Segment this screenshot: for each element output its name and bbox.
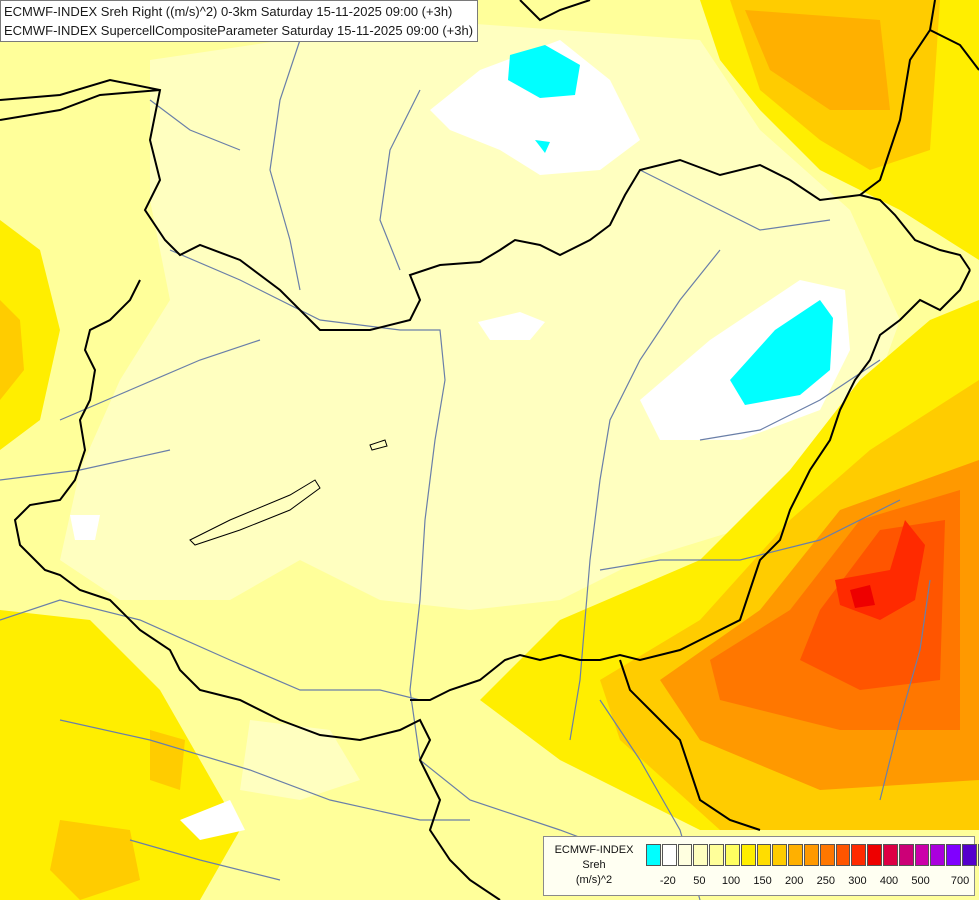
river-upper-tisza [639,169,831,231]
legend-swatch [724,844,740,866]
legend-swatch [930,844,946,866]
border-ne [859,0,936,196]
sreh-red-core-max [850,585,875,608]
river-raab [59,339,261,421]
sreh-gold-southwest-2 [150,730,185,790]
river-hron [379,89,421,271]
legend-tick-label: 700 [950,875,970,887]
legend-tick-label: 100 [721,875,741,887]
legend-model: ECMWF-INDEX [554,844,634,856]
sreh-white-west [70,515,100,540]
legend-swatch [961,844,977,866]
river-somes [699,359,881,441]
sreh-cyan-north [508,45,580,98]
color-legend: ECMWF-INDEX Sreh (m/s)^2 -20 50 100 150 200 2… [543,836,979,896]
sreh-gold-southwest [50,820,140,900]
legend-swatch [946,844,961,866]
legend-swatch [788,844,803,866]
legend-swatch [661,844,677,866]
legend-unit: (m/s)^2 [575,874,613,886]
sreh-white-southwest [180,800,245,840]
border-top-right [929,29,979,71]
legend-swatch [835,844,851,866]
legend-swatch [646,844,661,866]
legend-parameter: Sreh [582,859,606,871]
legend-tick-label: 300 [848,875,867,887]
legend-swatch [977,844,979,866]
sreh-orange-northeast [745,10,890,110]
lake-small [369,439,388,451]
river-mures [599,499,901,571]
lake-balaton [189,479,321,546]
border-top [519,0,591,22]
legend-swatch [677,844,693,866]
legend-swatch [740,844,756,866]
sreh-cyan-north-2 [535,140,550,153]
map-title-line-2: ECMWF-INDEX SupercellCompositeParameter … [4,23,474,38]
legend-text: ECMWF-INDEX Sreh (m/s)^2 [544,843,644,888]
legend-tick-label: 500 [911,875,930,887]
border-south-east [619,659,761,831]
border-east [410,269,971,701]
legend-swatches [646,844,979,866]
legend-tick-label: -20 [659,875,676,887]
legend-tick-label: 150 [753,875,772,887]
legend-swatch [709,844,724,866]
legend-swatch [851,844,867,866]
river-north [149,99,241,151]
legend-swatch [772,844,788,866]
sreh-white-north [430,40,640,175]
river-west [0,449,171,481]
border-austria [0,89,161,121]
river-drava [0,599,421,701]
legend-tick-label: 200 [785,875,804,887]
sreh-white-center [478,312,545,340]
legend-tick-label: 250 [816,875,835,887]
legend-swatch [756,844,772,866]
legend-ticks: -20 50 100 150 200 250 300 400 500 700 [646,875,971,891]
sreh-cyan-east [730,300,833,405]
legend-swatch [693,844,709,866]
border-north [0,78,971,331]
legend-swatch [819,844,835,866]
river-sava [59,719,470,821]
map-title-line-1: ECMWF-INDEX Sreh Right ((m/s)^2) 0-3km S… [4,4,453,19]
legend-swatch [882,844,898,866]
border-west [13,279,501,900]
legend-tick-label: 400 [879,875,899,887]
rivers [0,39,931,900]
legend-swatch [867,844,882,866]
map-title-box: ECMWF-INDEX Sreh Right ((m/s)^2) 0-3km S… [0,0,479,42]
legend-swatch [803,844,819,866]
river-vah [269,39,301,291]
river-danube [169,249,641,861]
legend-swatch [914,844,930,866]
sreh-gold-west [0,300,24,400]
sreh-yellow-west [0,220,60,450]
legend-tick-label: 50 [693,875,706,887]
river-olt [879,579,931,801]
river-south-west [129,839,281,881]
legend-swatch [898,844,914,866]
sreh-pale-region-south [240,720,360,800]
